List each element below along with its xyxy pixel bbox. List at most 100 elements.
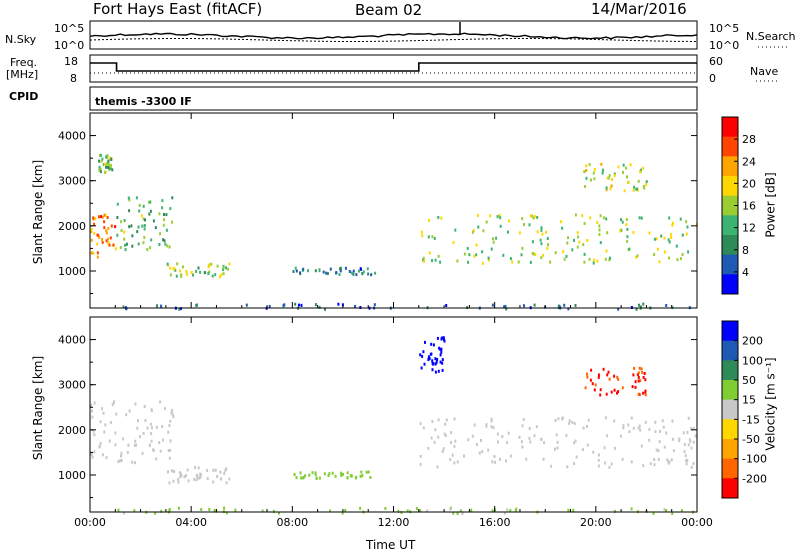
power-echo-cell <box>108 156 111 160</box>
power-echo-cell <box>123 219 126 222</box>
power-echo-cell <box>104 213 107 217</box>
velocity-echo-cell <box>439 353 442 357</box>
power-echo-cell <box>584 185 587 188</box>
power-echo-cell <box>583 170 586 174</box>
velocity-echo-cell <box>620 434 622 438</box>
velocity-ytick-label: 1000 <box>58 469 86 482</box>
power-echo-cell <box>434 258 437 262</box>
power-echo-cell <box>554 251 557 255</box>
power-echo-cell <box>149 200 152 204</box>
velocity-echo-cell <box>692 440 695 444</box>
velocity-echo-cell <box>98 445 101 449</box>
power-echo-cell <box>529 214 532 218</box>
velocity-echo-cell <box>119 459 122 463</box>
velocity-echo-cell <box>212 480 215 484</box>
velocity-echo-cell <box>150 408 153 412</box>
power-echo-region <box>166 262 231 279</box>
power-echo-cell <box>228 262 231 266</box>
velocity-echo-cell <box>91 415 94 419</box>
velocity-echo-cell <box>509 454 512 458</box>
velocity-echo-cell <box>120 458 123 462</box>
velocity-echo-cell <box>133 443 136 447</box>
velocity-echo-cell <box>134 461 136 465</box>
velocity-echo-cell <box>161 425 164 428</box>
power-echo-cell <box>158 212 161 216</box>
power-echo-cell <box>573 238 575 242</box>
power-echo-cell <box>593 258 596 262</box>
velocity-echo-cell <box>177 478 179 481</box>
velocity-echo-cell <box>159 400 162 404</box>
velocity-echo-cell <box>187 479 190 483</box>
velocity-echo-cell <box>642 464 645 468</box>
velocity-echo-cell <box>415 507 418 511</box>
noise-sky-label: N.Sky <box>5 33 37 46</box>
velocity-echo-cell <box>430 342 433 346</box>
power-echo-cell <box>583 252 586 256</box>
power-echo-cell <box>159 232 162 236</box>
power-echo-cell <box>107 241 110 245</box>
power-echo-cell <box>103 163 106 167</box>
power-echo-cell <box>620 218 622 222</box>
power-echo-cell <box>638 216 641 220</box>
power-echo-cell <box>339 267 341 271</box>
velocity-echo-cell <box>456 460 459 464</box>
power-echo-cell <box>671 223 674 227</box>
power-echo-cell <box>576 231 579 235</box>
power-echo-cell <box>583 260 586 264</box>
power-echo-cell <box>123 237 126 241</box>
velocity-echo-cell <box>295 476 298 480</box>
power-echo-cell <box>220 273 223 277</box>
power-echo-cell <box>166 244 169 248</box>
power-echo-cell <box>105 239 108 243</box>
velocity-echo-cell <box>598 453 600 457</box>
velocity-echo-cell <box>630 507 633 511</box>
power-echo-cell <box>596 221 599 225</box>
power-echo-cell <box>604 257 607 261</box>
power-echo-cell <box>565 254 568 258</box>
velocity-colorbar-segment <box>722 380 738 401</box>
velocity-echo-cell <box>568 419 571 423</box>
velocity-echo-cell <box>648 427 651 431</box>
power-echo-cell <box>529 260 532 264</box>
power-echo-cell <box>540 226 543 230</box>
velocity-echo-cell <box>655 448 658 452</box>
velocity-echo-cell <box>168 424 171 428</box>
velocity-echo-cell <box>434 362 437 366</box>
freq-panel-frame <box>89 54 698 83</box>
power-echo-cell <box>124 248 127 252</box>
velocity-echo-cell <box>183 475 186 479</box>
power-echo-cell <box>107 165 109 169</box>
velocity-echo-cell <box>169 419 172 423</box>
velocity-echo-cell <box>102 411 105 415</box>
velocity-echo-cell <box>453 461 456 465</box>
power-echo-cell <box>562 250 565 254</box>
power-echo-cell <box>169 207 172 211</box>
power-echo-cell <box>491 303 494 307</box>
velocity-echo-cell <box>663 508 666 511</box>
velocity-echo-cell <box>340 473 343 477</box>
velocity-echo-cell <box>687 416 690 420</box>
power-echo-cell <box>472 229 475 232</box>
velocity-echo-cell <box>137 419 139 423</box>
velocity-echo-cell <box>323 472 326 476</box>
velocity-echo-cell <box>571 420 574 424</box>
power-echo-cell <box>485 220 488 224</box>
velocity-echo-cell <box>663 445 666 449</box>
power-echo-cell <box>108 243 111 247</box>
velocity-echo-cell <box>441 361 444 365</box>
velocity-echo-cell <box>453 444 456 448</box>
power-echo-cell <box>218 275 221 279</box>
velocity-echo-cell <box>200 473 202 477</box>
power-echo-cell <box>165 213 168 217</box>
power-echo-cell <box>598 228 601 232</box>
velocity-echo-cell <box>593 388 596 392</box>
velocity-echo-cell <box>633 366 636 370</box>
power-echo-cell <box>599 241 602 245</box>
power-echo-cell <box>144 218 146 222</box>
velocity-echo-cell <box>186 468 189 472</box>
power-echo-cell <box>158 243 161 246</box>
velocity-echo-cell <box>197 466 200 470</box>
velocity-echo-cell <box>444 434 447 438</box>
velocity-echo-cell <box>439 347 442 351</box>
power-ytick-label: 2000 <box>58 220 86 233</box>
